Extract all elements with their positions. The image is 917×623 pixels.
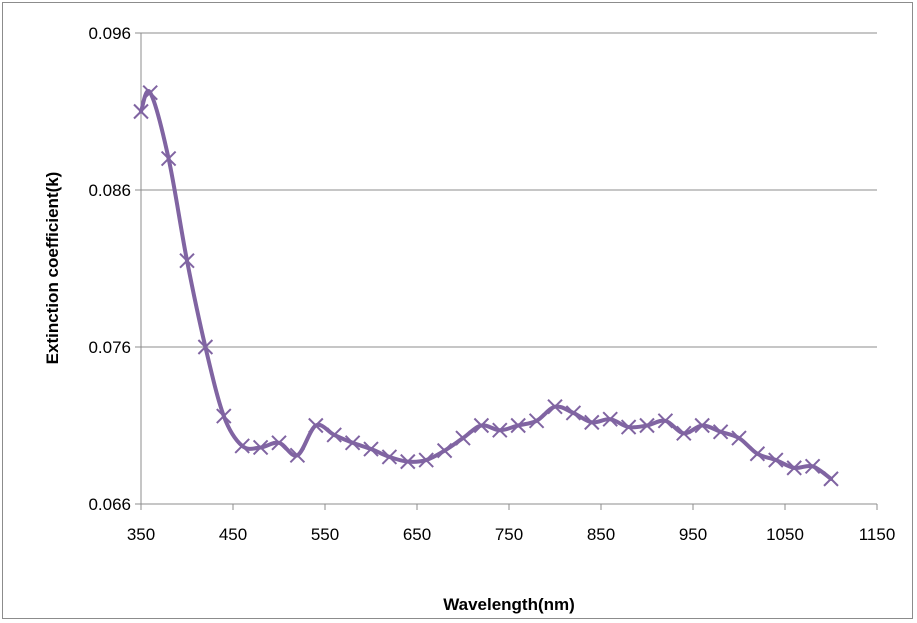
data-point-marker [602, 411, 618, 427]
data-point-marker [473, 417, 490, 434]
data-point-marker [142, 84, 158, 101]
data-point-marker [639, 417, 655, 434]
data-point-marker [657, 413, 674, 429]
x-tick-label: 650 [403, 525, 431, 544]
x-axis-title: Wavelength(nm) [443, 595, 575, 614]
data-point-marker [344, 435, 361, 451]
x-tick-label: 850 [587, 525, 615, 544]
data-point-marker [289, 447, 306, 464]
data-point-marker [216, 408, 232, 424]
y-tick-label: 0.066 [88, 495, 131, 514]
data-point-marker [528, 413, 545, 429]
x-tick-label: 450 [219, 525, 247, 544]
data-point-marker [694, 417, 710, 434]
data-point-marker [510, 417, 526, 434]
x-tick-label: 550 [311, 525, 339, 544]
data-point-marker [363, 441, 379, 457]
data-point-marker [804, 458, 821, 475]
y-tick-labels: 0.066 0.076 0.086 0.096 [88, 24, 131, 514]
y-tick-label: 0.076 [88, 338, 131, 357]
gridlines [135, 32, 877, 505]
data-point-marker [565, 405, 582, 421]
data-point-marker [326, 427, 342, 443]
data-point-marker [786, 460, 802, 476]
data-point-marker [179, 252, 195, 269]
data-point-marker [823, 471, 839, 487]
data-point-marker [584, 414, 600, 431]
data-point-marker [676, 425, 692, 442]
data-point-marker [308, 417, 324, 434]
y-tick-label: 0.086 [88, 181, 131, 200]
x-tick-labels: 350 450 550 650 750 850 950 1050 1150 [127, 525, 895, 544]
data-point-marker [160, 150, 177, 167]
axes [140, 33, 878, 510]
y-tick-label: 0.096 [88, 24, 131, 43]
x-tick-label: 750 [495, 525, 523, 544]
data-point-marker [197, 339, 214, 355]
x-tick-label: 1050 [766, 525, 804, 544]
x-tick-label: 350 [127, 525, 155, 544]
data-point-marker [768, 452, 784, 468]
data-point-marker [418, 452, 434, 468]
data-point-marker [620, 419, 637, 435]
data-point-marker [455, 430, 471, 446]
data-point-marker [731, 430, 747, 446]
data-point-marker [252, 439, 269, 456]
data-point-marker [749, 446, 766, 462]
data-point-marker [271, 435, 287, 451]
data-point-marker [400, 453, 416, 470]
data-point-marker [436, 442, 453, 459]
data-point-marker [234, 438, 250, 454]
data-point-marker [381, 449, 398, 465]
data-point-marker [133, 103, 149, 120]
data-point-marker [547, 398, 563, 415]
x-tick-label: 1150 [859, 525, 896, 544]
data-point-marker [712, 424, 729, 440]
x-tick-label: 950 [679, 525, 707, 544]
series-markers [133, 84, 839, 487]
data-point-marker [492, 422, 508, 438]
y-axis-title: Extinction coefficient(k) [43, 172, 62, 365]
